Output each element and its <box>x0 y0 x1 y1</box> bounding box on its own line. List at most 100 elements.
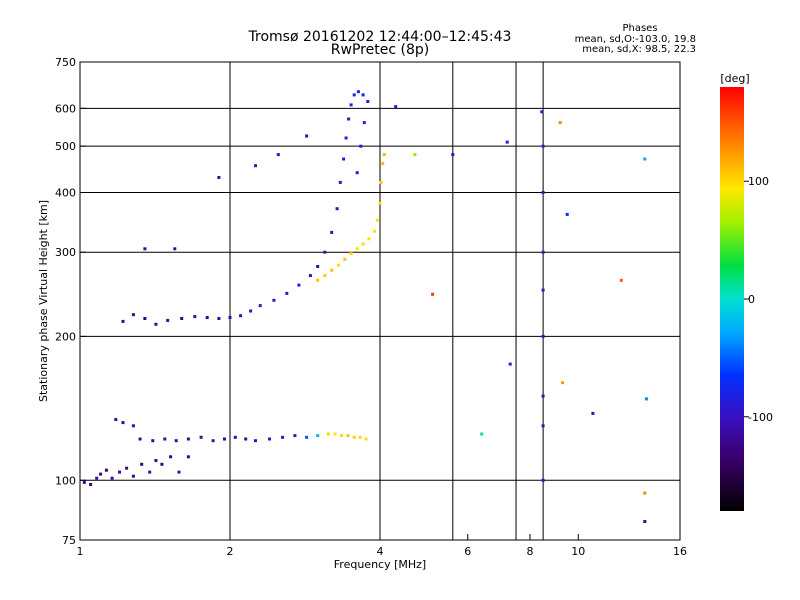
data-point <box>362 121 366 125</box>
data-point <box>451 153 455 157</box>
colorbar-label: [deg] <box>720 72 749 85</box>
data-point <box>89 483 93 486</box>
data-point <box>217 176 221 179</box>
x-axis-label: Frequency [MHz] <box>334 558 426 571</box>
data-point <box>338 180 342 184</box>
colorbar-tick-label: 0 <box>748 293 755 306</box>
colorbar: [deg] 100 0 -100 <box>720 72 773 511</box>
data-point <box>272 298 276 302</box>
data-point <box>373 229 376 233</box>
data-point <box>330 268 334 272</box>
data-point <box>541 424 545 428</box>
data-point <box>121 319 125 323</box>
data-point <box>285 291 289 295</box>
data-point <box>95 476 99 480</box>
data-point <box>541 288 545 292</box>
title-block: Tromsø 20161202 12:44:00–12:45:43 RwPret… <box>248 29 512 58</box>
data-point <box>343 257 347 261</box>
data-point <box>364 437 368 441</box>
data-point <box>561 381 565 385</box>
x-tick-label: 8 <box>527 545 534 558</box>
data-point <box>413 153 417 157</box>
stats-header: Phases <box>622 23 657 34</box>
data-point <box>148 470 152 474</box>
data-point <box>644 397 648 401</box>
data-point <box>541 144 545 148</box>
y-tick-label: 400 <box>55 186 76 199</box>
data-point <box>228 316 232 319</box>
data-point <box>233 435 237 439</box>
data-point <box>114 418 118 421</box>
data-point <box>177 470 181 474</box>
data-point <box>366 100 370 103</box>
data-point <box>217 317 221 320</box>
data-points <box>82 90 648 523</box>
data-point <box>356 90 360 94</box>
y-axis-label: Stationary phase Virtual Height [km] <box>37 200 50 402</box>
data-point <box>505 140 509 144</box>
data-point <box>163 437 167 441</box>
x-tick-label: 1 <box>77 545 84 558</box>
data-point <box>154 322 158 326</box>
data-point <box>305 435 309 439</box>
series-group <box>82 455 190 486</box>
data-point <box>367 237 371 241</box>
data-point <box>333 432 337 436</box>
data-point <box>174 439 178 443</box>
y-axis-ticks: 75 100 200 300 400 500 600 750 <box>55 56 86 547</box>
phase-stats: Phases mean, sd,O:-103.0, 19.8 mean, sd,… <box>575 23 696 55</box>
data-point <box>346 434 350 438</box>
y-tick-label: 500 <box>55 140 76 153</box>
data-point <box>131 424 135 428</box>
colorbar-tick-label: 100 <box>748 175 769 188</box>
data-point <box>249 309 253 313</box>
data-point <box>110 476 114 480</box>
data-point <box>541 334 545 338</box>
data-point <box>326 432 330 436</box>
data-point <box>258 304 262 308</box>
y-tick-label: 75 <box>62 534 76 547</box>
data-point <box>352 435 356 439</box>
data-point <box>323 250 327 254</box>
data-point <box>541 250 545 254</box>
data-point <box>342 157 346 161</box>
series-group <box>316 153 386 282</box>
data-point <box>591 411 595 415</box>
data-point <box>121 421 125 425</box>
data-point <box>199 435 203 439</box>
data-point <box>541 191 545 194</box>
y-tick-label: 200 <box>55 330 76 343</box>
stats-x-line: mean, sd,X: 98.5, 22.3 <box>582 44 696 55</box>
data-point <box>160 462 164 466</box>
data-point <box>347 117 351 121</box>
x-tick-label: 10 <box>571 545 585 558</box>
data-point <box>394 105 398 109</box>
data-point <box>508 362 512 366</box>
data-point <box>131 313 135 317</box>
data-point <box>140 462 144 466</box>
data-point <box>118 470 121 474</box>
grid-layer <box>80 62 680 540</box>
data-point <box>193 315 197 319</box>
colorbar-tick-label: -100 <box>748 411 773 424</box>
data-point <box>276 153 280 157</box>
data-point <box>169 455 173 459</box>
series-group <box>143 105 648 523</box>
data-point <box>151 439 155 443</box>
data-point <box>541 478 545 482</box>
data-point <box>480 432 484 436</box>
data-point <box>99 472 103 476</box>
data-point <box>143 317 147 320</box>
data-point <box>316 278 320 282</box>
data-point <box>375 218 379 222</box>
data-point <box>131 474 135 478</box>
data-point <box>186 437 190 441</box>
data-point <box>359 144 363 148</box>
data-point <box>254 439 257 443</box>
data-point <box>344 136 348 140</box>
data-point <box>281 435 285 439</box>
data-point <box>293 434 297 438</box>
data-point <box>244 437 248 441</box>
data-point <box>352 93 356 97</box>
